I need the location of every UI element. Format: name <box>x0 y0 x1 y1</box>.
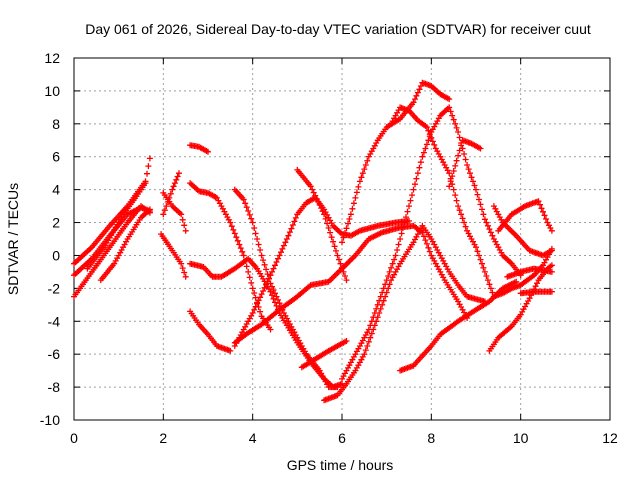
series-track-8 <box>160 170 182 218</box>
x-tick-label: 4 <box>249 430 257 446</box>
series-markers <box>495 198 555 234</box>
series-track-1 <box>71 155 153 267</box>
series-track-11 <box>187 308 234 354</box>
series-track-17 <box>321 222 488 404</box>
y-tick-label: -8 <box>48 379 61 395</box>
series-track-10 <box>187 180 274 333</box>
series-markers <box>187 142 211 155</box>
series-track-4 <box>97 206 153 284</box>
series-track-27 <box>504 265 555 280</box>
x-tick-label: 2 <box>159 430 167 446</box>
series-markers <box>71 155 153 267</box>
y-tick-label: -2 <box>48 280 61 296</box>
plot-frame <box>73 57 611 421</box>
y-tick-label: 6 <box>52 149 60 165</box>
grid <box>74 58 610 420</box>
series-markers <box>97 206 153 284</box>
series-markers <box>504 265 555 280</box>
series-track-28 <box>517 288 555 297</box>
y-axis-label: SDTVAR / TECUs <box>5 183 21 295</box>
series-track-22 <box>397 278 520 374</box>
series-markers <box>187 180 274 333</box>
y-tick-label: 10 <box>44 83 60 99</box>
x-axis-label: GPS time / hours <box>287 457 394 473</box>
series-markers <box>446 137 484 190</box>
y-tick-label: -10 <box>40 412 60 428</box>
y-tick-label: -4 <box>48 313 61 329</box>
x-tick-label: 10 <box>513 430 529 446</box>
x-tick-label: 8 <box>427 430 435 446</box>
series-markers <box>321 222 488 404</box>
y-tick-label: 0 <box>52 247 60 263</box>
x-tick-label: 0 <box>70 430 78 446</box>
y-tick-label: -6 <box>48 346 61 362</box>
series-track-16 <box>294 166 350 284</box>
series-markers <box>158 231 189 280</box>
y-tick-label: 2 <box>52 215 60 231</box>
y-tick-label: 4 <box>52 182 60 198</box>
y-tick-label: 12 <box>44 50 60 66</box>
series-markers <box>294 166 350 284</box>
series-track-15 <box>231 194 412 349</box>
x-tick-label: 12 <box>602 430 618 446</box>
series-track-3 <box>71 203 153 300</box>
series-markers <box>298 338 350 371</box>
series-track-19 <box>339 79 453 246</box>
series-track-6 <box>158 231 189 280</box>
y-tick-labels: -10 -8 -6 -4 -2 0 2 4 6 8 10 12 <box>40 50 60 428</box>
series-markers <box>71 203 153 300</box>
series-track-23 <box>446 137 484 190</box>
series-track-9 <box>187 142 211 155</box>
series-markers <box>397 278 520 374</box>
series-markers <box>160 170 182 218</box>
x-tick-label: 6 <box>338 430 346 446</box>
series-track-5 <box>84 180 149 272</box>
data-series <box>71 79 555 404</box>
x-tick-labels: 0 2 4 6 8 10 12 <box>70 430 618 446</box>
series-markers <box>187 308 234 354</box>
series-markers <box>231 194 412 349</box>
series-markers <box>517 288 555 297</box>
series-track-18 <box>298 338 350 371</box>
chart-title: Day 061 of 2026, Sidereal Day-to-day VTE… <box>85 21 591 37</box>
series-track-26 <box>495 198 555 234</box>
series-markers <box>84 180 149 272</box>
series-markers <box>339 79 453 246</box>
y-tick-label: 8 <box>52 116 60 132</box>
